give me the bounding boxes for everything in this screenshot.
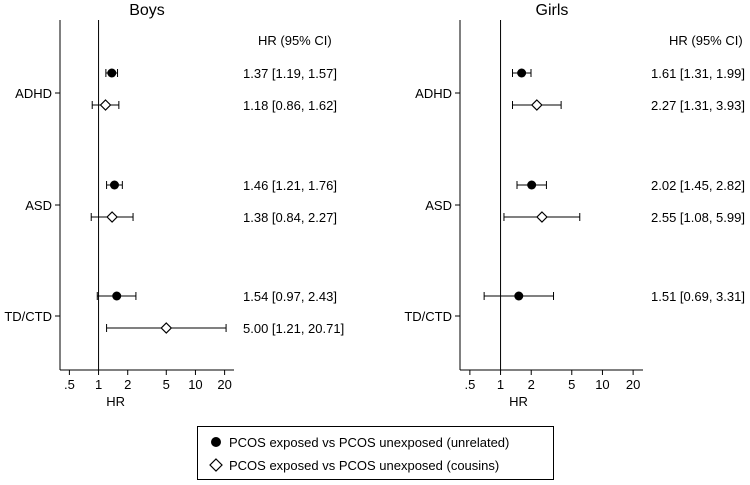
girls-adhd-unrelated-point	[517, 68, 527, 78]
boys-td-ctd-cousins-point	[160, 322, 173, 334]
boys-asd-unrelated-point	[109, 180, 119, 190]
boys-td-ctd-unrelated-point	[112, 291, 122, 301]
girls-x-tick-label: 2	[528, 377, 535, 392]
boys-x-axis-label: HR	[106, 394, 125, 409]
boys-td-ctd-cousins-ci-text: 5.00 [1.21, 20.71]	[243, 321, 344, 336]
girls-adhd-unrelated-ci-text: 1.61 [1.31, 1.99]	[651, 66, 745, 81]
boys-x-tick-label: 10	[188, 377, 202, 392]
hollow-diamond-icon	[208, 457, 224, 473]
legend-item-unrelated: PCOS exposed vs PCOS unexposed (unrelate…	[208, 431, 509, 453]
boys-x-tick-label: 2	[124, 377, 131, 392]
girls-asd-unrelated-ci-text: 2.02 [1.45, 2.82]	[651, 178, 745, 193]
girls-x-tick-label: 1	[497, 377, 504, 392]
boys-asd-cousins-point	[106, 211, 118, 223]
girls-x-tick-label: 10	[595, 377, 609, 392]
boys-group-label-td-ctd: TD/CTD	[4, 309, 52, 324]
girls-panel-title: Girls	[536, 2, 569, 19]
girls-x-tick-label: .5	[464, 377, 475, 392]
girls-group-label-td-ctd: TD/CTD	[404, 309, 452, 324]
boys-group-label-asd: ASD	[25, 198, 52, 213]
legend: PCOS exposed vs PCOS unexposed (unrelate…	[197, 426, 554, 480]
boys-x-tick-label: 5	[163, 377, 170, 392]
boys-x-tick-label: 1	[95, 377, 102, 392]
girls-asd-cousins-ci-text: 2.55 [1.08, 5.99]	[651, 210, 745, 225]
legend-item-cousins: PCOS exposed vs PCOS unexposed (cousins)	[208, 454, 499, 476]
girls-td-ctd-unrelated-ci-text: 1.51 [0.69, 3.31]	[651, 289, 745, 304]
boys-adhd-unrelated-ci-text: 1.37 [1.19, 1.57]	[243, 66, 337, 81]
legend-label-cousins: PCOS exposed vs PCOS unexposed (cousins)	[229, 457, 500, 473]
girls-adhd-cousins-point	[530, 99, 543, 111]
girls-group-label-asd: ASD	[425, 198, 452, 213]
boys-ci-header: HR (95% CI)	[258, 33, 332, 48]
boys-adhd-cousins-point	[99, 99, 112, 111]
girls-ci-header: HR (95% CI)	[669, 33, 743, 48]
girls-x-axis-label: HR	[509, 394, 528, 409]
girls-group-label-adhd: ADHD	[415, 86, 452, 101]
boys-panel-title: Boys	[129, 2, 165, 19]
girls-adhd-cousins-ci-text: 2.27 [1.31, 3.93]	[651, 98, 745, 113]
girls-asd-cousins-point	[536, 211, 548, 223]
boys-group-label-adhd: ADHD	[15, 86, 52, 101]
girls-x-tick-label: 5	[568, 377, 575, 392]
girls-td-ctd-unrelated-point	[514, 291, 524, 301]
boys-td-ctd-unrelated-ci-text: 1.54 [0.97, 2.43]	[243, 289, 337, 304]
boys-adhd-cousins-ci-text: 1.18 [0.86, 1.62]	[243, 98, 337, 113]
boys-asd-unrelated-ci-text: 1.46 [1.21, 1.76]	[243, 178, 337, 193]
boys-asd-cousins-ci-text: 1.38 [0.84, 2.27]	[243, 210, 337, 225]
girls-x-tick-label: 20	[626, 377, 640, 392]
boys-adhd-unrelated-point	[107, 68, 117, 78]
boys-x-tick-label: 20	[217, 377, 231, 392]
legend-label-unrelated: PCOS exposed vs PCOS unexposed (unrelate…	[229, 434, 510, 450]
girls-asd-unrelated-point	[527, 180, 537, 190]
filled-circle-icon	[208, 434, 224, 450]
boys-x-tick-label: .5	[64, 377, 75, 392]
